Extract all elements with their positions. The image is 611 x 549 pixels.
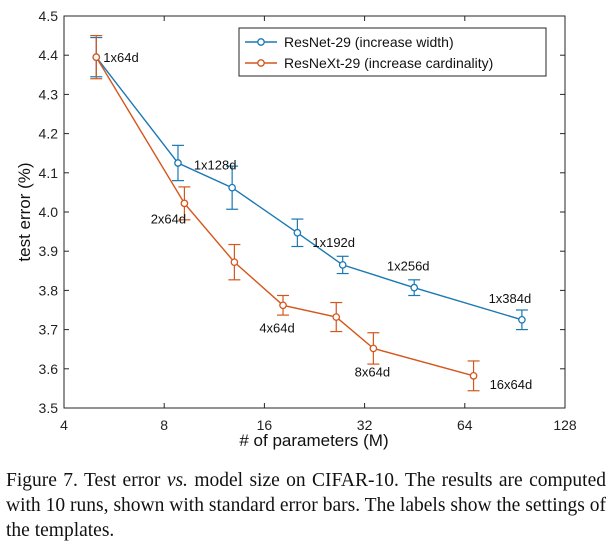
y-tick-label: 3.8	[39, 282, 59, 298]
legend-box	[238, 27, 547, 77]
legend: ResNet-29 (increase width) ResNeXt-29 (in…	[238, 27, 547, 77]
resnext-data-label: 4x64d	[259, 320, 294, 335]
resnet-point	[228, 183, 236, 192]
resnet-point	[518, 315, 526, 324]
resnext-point	[92, 53, 101, 62]
figure-caption: Figure 7. Test error vs. model size on C…	[6, 468, 606, 543]
caption-text-1: Figure 7. Test error	[6, 470, 167, 491]
y-tick-label: 3.7	[39, 322, 59, 338]
y-tick-label: 3.6	[39, 361, 59, 377]
resnet-data-label: 1x128d	[194, 158, 237, 173]
x-tick-label: 4	[60, 417, 68, 433]
caption-vs: vs.	[166, 470, 188, 491]
resnet-data-label: 1x384d	[489, 291, 532, 306]
resnet-data-label: 1x192d	[312, 235, 355, 250]
resnext-point	[369, 344, 378, 353]
x-tick-label: 16	[257, 417, 273, 433]
y-tick-label: 4.0	[39, 204, 59, 220]
resnet-point	[174, 159, 182, 167]
y-tick-label: 4.5	[39, 8, 59, 24]
resnext-data-label: 16x64d	[490, 377, 533, 392]
resnext-point	[332, 313, 341, 321]
resnet-point	[410, 283, 419, 292]
resnext-data-label: 8x64d	[355, 364, 390, 379]
resnext-point	[230, 258, 239, 267]
resnext-point	[180, 199, 189, 208]
y-tick-label: 4.1	[39, 165, 59, 181]
caption-text-2: model size on CIFAR-10. The results are …	[6, 470, 606, 541]
x-tick-label: 128	[553, 417, 577, 433]
x-tick-label: 64	[457, 417, 473, 433]
series-group: 1x64d 1x128d 1x192d 1x256d 1x384d 2x64d 4x64d 8…	[90, 34, 533, 392]
chart: 4 8 16 32 64 128 3.5 3.6 3.7 3.8 3.9 4.0 4.1 4.2 4.3 4.…	[15, 8, 577, 450]
x-tick-label: 32	[357, 417, 373, 433]
y-tick-label: 4.4	[39, 47, 59, 63]
axis-ticks: 4 8 16 32 64 128 3.5 3.6 3.7 3.8 3.9 4.0 4.1 4.2 4.3 4.…	[39, 8, 577, 433]
plot-area	[63, 15, 566, 409]
y-tick-label: 4.2	[39, 126, 59, 142]
x-tick-label: 8	[160, 417, 168, 433]
resnext-data-label: 2x64d	[151, 211, 186, 226]
resnet-data-label: 1x64d	[103, 50, 138, 65]
y-tick-label: 3.5	[39, 400, 59, 416]
x-axis-title: # of parameters (M)	[239, 431, 388, 450]
legend-marker-resnet	[257, 38, 265, 46]
y-tick-label: 4.3	[39, 86, 59, 102]
legend-label-resnext: ResNeXt-29 (increase cardinality)	[284, 55, 493, 71]
y-axis-title: test error (%)	[15, 162, 34, 261]
resnext-point	[469, 372, 478, 380]
legend-label-resnet: ResNet-29 (increase width)	[284, 34, 454, 50]
resnet-point	[293, 228, 302, 237]
resnet-point	[338, 261, 347, 269]
y-tick-label: 3.9	[39, 243, 59, 259]
legend-marker-resnext	[257, 59, 265, 67]
resnext-point	[279, 301, 287, 310]
resnet-data-label: 1x256d	[387, 259, 430, 274]
